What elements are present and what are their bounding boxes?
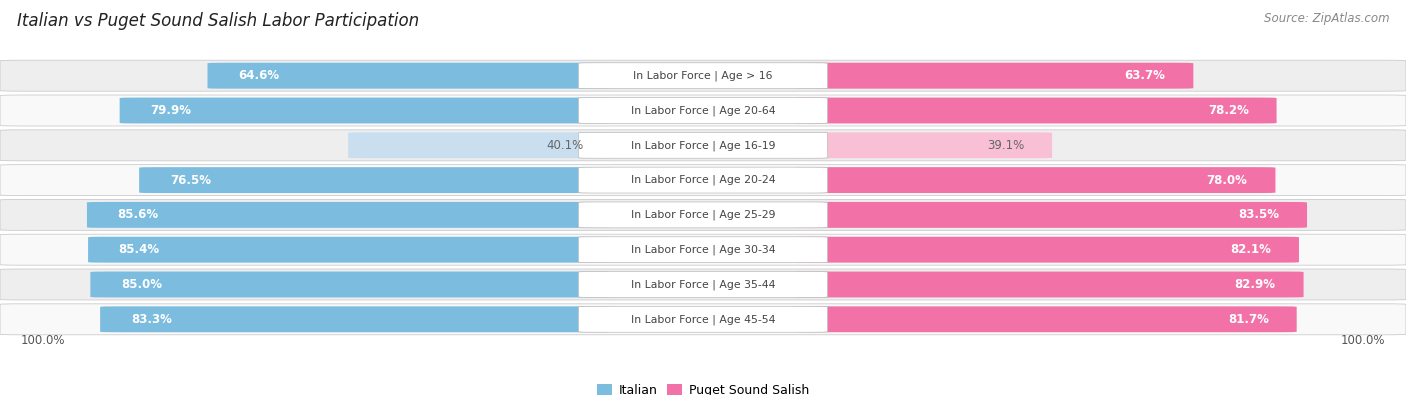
Legend: Italian, Puget Sound Salish: Italian, Puget Sound Salish	[592, 379, 814, 395]
FancyBboxPatch shape	[208, 63, 612, 88]
Text: 100.0%: 100.0%	[1340, 334, 1385, 347]
Text: In Labor Force | Age 16-19: In Labor Force | Age 16-19	[631, 140, 775, 150]
FancyBboxPatch shape	[87, 202, 612, 228]
FancyBboxPatch shape	[794, 98, 1277, 124]
FancyBboxPatch shape	[578, 237, 828, 263]
FancyBboxPatch shape	[349, 132, 612, 158]
FancyBboxPatch shape	[794, 202, 1308, 228]
FancyBboxPatch shape	[0, 234, 1406, 265]
Text: In Labor Force | Age 25-29: In Labor Force | Age 25-29	[631, 210, 775, 220]
Text: 82.1%: 82.1%	[1230, 243, 1271, 256]
FancyBboxPatch shape	[578, 98, 828, 124]
FancyBboxPatch shape	[120, 98, 612, 124]
Text: Italian vs Puget Sound Salish Labor Participation: Italian vs Puget Sound Salish Labor Part…	[17, 12, 419, 30]
Text: 78.0%: 78.0%	[1206, 173, 1247, 186]
Text: 83.3%: 83.3%	[131, 313, 172, 326]
Text: 81.7%: 81.7%	[1227, 313, 1268, 326]
FancyBboxPatch shape	[0, 199, 1406, 230]
Text: 40.1%: 40.1%	[547, 139, 583, 152]
Text: 78.2%: 78.2%	[1208, 104, 1249, 117]
Text: 85.0%: 85.0%	[121, 278, 162, 291]
Text: In Labor Force | Age 20-24: In Labor Force | Age 20-24	[631, 175, 775, 185]
FancyBboxPatch shape	[90, 271, 612, 297]
FancyBboxPatch shape	[794, 307, 1296, 332]
Text: In Labor Force | Age 45-54: In Labor Force | Age 45-54	[631, 314, 775, 325]
Text: 79.9%: 79.9%	[150, 104, 191, 117]
Text: 76.5%: 76.5%	[170, 173, 211, 186]
FancyBboxPatch shape	[578, 167, 828, 193]
Text: In Labor Force | Age 20-64: In Labor Force | Age 20-64	[631, 105, 775, 116]
Text: 64.6%: 64.6%	[238, 69, 280, 82]
Text: In Labor Force | Age > 16: In Labor Force | Age > 16	[633, 70, 773, 81]
FancyBboxPatch shape	[0, 130, 1406, 161]
Text: 85.4%: 85.4%	[118, 243, 160, 256]
FancyBboxPatch shape	[0, 269, 1406, 300]
Text: 82.9%: 82.9%	[1234, 278, 1275, 291]
FancyBboxPatch shape	[794, 237, 1299, 263]
FancyBboxPatch shape	[0, 60, 1406, 91]
Text: In Labor Force | Age 30-34: In Labor Force | Age 30-34	[631, 245, 775, 255]
FancyBboxPatch shape	[794, 167, 1275, 193]
Text: 63.7%: 63.7%	[1125, 69, 1166, 82]
FancyBboxPatch shape	[578, 132, 828, 158]
FancyBboxPatch shape	[578, 63, 828, 88]
FancyBboxPatch shape	[100, 307, 612, 332]
FancyBboxPatch shape	[578, 307, 828, 332]
Text: 100.0%: 100.0%	[21, 334, 66, 347]
Text: 83.5%: 83.5%	[1239, 209, 1279, 222]
FancyBboxPatch shape	[89, 237, 612, 263]
Text: Source: ZipAtlas.com: Source: ZipAtlas.com	[1264, 12, 1389, 25]
FancyBboxPatch shape	[0, 165, 1406, 196]
Text: 39.1%: 39.1%	[987, 139, 1024, 152]
FancyBboxPatch shape	[0, 304, 1406, 335]
FancyBboxPatch shape	[139, 167, 612, 193]
Text: 85.6%: 85.6%	[118, 209, 159, 222]
FancyBboxPatch shape	[794, 63, 1194, 88]
FancyBboxPatch shape	[794, 271, 1303, 297]
Text: In Labor Force | Age 35-44: In Labor Force | Age 35-44	[631, 279, 775, 290]
FancyBboxPatch shape	[0, 95, 1406, 126]
FancyBboxPatch shape	[578, 202, 828, 228]
FancyBboxPatch shape	[794, 132, 1052, 158]
FancyBboxPatch shape	[578, 271, 828, 297]
